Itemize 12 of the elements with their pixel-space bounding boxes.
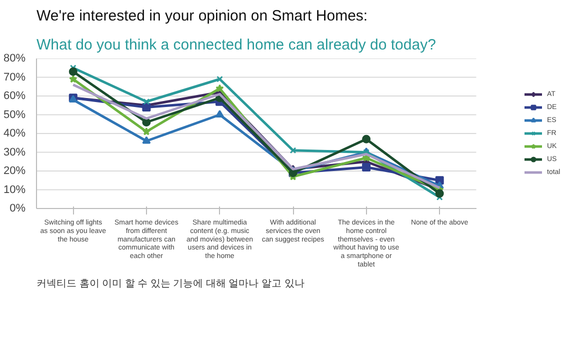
y-tick-label: 30% [3, 146, 26, 158]
chart-subtitle: What do you think a connected home can already do today? [36, 36, 436, 54]
y-tick-label: 40% [3, 128, 26, 140]
y-tick-label: 20% [3, 165, 26, 177]
y-tick-label: 70% [3, 71, 26, 84]
y-tick-label: 0% [10, 202, 26, 214]
y-tick-label: 50% [3, 108, 26, 121]
y-tick-label: 60% [3, 90, 26, 102]
y-tick-label: 10% [3, 184, 26, 196]
y-tick-label: 80% [3, 52, 26, 64]
text: 커넥티드 홈이 이미 할 수 있는 기능에 대해 얼마나 알고 있나 [36, 278, 304, 290]
chart-title: We're interested in your opinion on Smart Homes: [36, 8, 368, 24]
